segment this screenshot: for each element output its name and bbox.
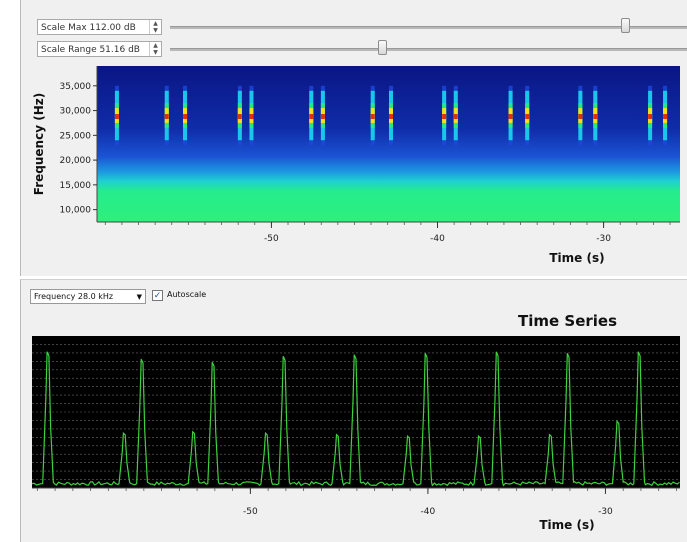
spectrogram-x-tick-label: -40 <box>430 234 445 244</box>
spectrogram-click <box>593 85 598 146</box>
scale-max-label: Scale Max 112.00 dB <box>41 23 136 33</box>
spectrogram-chart: -50 -40 -30 10,000 15,000 20,000 25,000 30,000 3… <box>32 66 680 265</box>
scale-range-spinbox[interactable]: Scale Range 51.16 dB ▲ ▼ <box>37 41 162 57</box>
spectrogram-click <box>388 85 393 146</box>
spectrogram-click <box>508 85 513 146</box>
scale-range-label: Scale Range 51.16 dB <box>41 45 140 55</box>
spectrogram-click <box>309 85 314 146</box>
spectrogram-click <box>370 85 375 146</box>
spectrogram-click <box>164 85 169 146</box>
scale-max-spinbox[interactable]: Scale Max 112.00 dB ▲ ▼ <box>37 19 162 35</box>
spectrogram-click <box>114 85 119 146</box>
time-series-title: Time Series <box>518 312 618 330</box>
chevron-down-icon: ▼ <box>136 293 142 301</box>
time-series-x-tick-label: -40 <box>421 507 436 517</box>
spectrogram-click <box>525 85 530 146</box>
spectrogram-y-tick-label: 30,000 <box>60 107 92 117</box>
scale-max-slider-track[interactable] <box>170 26 687 29</box>
frequency-select[interactable]: Frequency 28.0 kHz ▼ <box>30 289 146 304</box>
time-series-x-tick-label: -50 <box>243 507 258 517</box>
spectrogram-click <box>249 85 254 146</box>
spectrogram-y-tick-label: 25,000 <box>60 131 92 141</box>
frequency-select-value: Frequency 28.0 kHz <box>34 292 114 301</box>
spectrogram-y-tick-label: 15,000 <box>60 181 92 191</box>
spectrogram-y-tick-label: 35,000 <box>60 82 92 92</box>
spectrogram-click <box>453 85 458 146</box>
spectrogram-x-tick-label: -50 <box>264 234 279 244</box>
spectrogram-y-tick-label: 10,000 <box>60 206 92 216</box>
spectrogram-x-axis-label: Time (s) <box>549 251 604 265</box>
time-series-line <box>31 351 680 487</box>
scale-max-slider-thumb[interactable] <box>620 18 630 33</box>
spectrogram-x-tick-label: -30 <box>596 234 611 244</box>
spectrogram-click <box>442 85 447 146</box>
scale-range-slider-track[interactable] <box>170 48 687 51</box>
spectrogram-click <box>648 85 653 146</box>
spectrogram-click <box>578 85 583 146</box>
time-series-x-tick-label: -30 <box>598 507 613 517</box>
spectrogram-y-tick-label: 20,000 <box>60 156 92 166</box>
spectrogram-click <box>183 85 188 146</box>
spectrogram-y-axis-label: Frequency (Hz) <box>32 93 46 195</box>
time-series-chart: -50 -40 -30 Time (s) <box>31 336 680 532</box>
spectrogram-click <box>237 85 242 146</box>
autoscale-checkbox[interactable]: ✓ <box>152 290 163 301</box>
spectrogram-click <box>320 85 325 146</box>
spin-arrows-icon[interactable]: ▲ ▼ <box>149 20 161 34</box>
spectrogram-plot-area <box>97 66 680 222</box>
spectrogram-click <box>663 85 668 146</box>
autoscale-label: Autoscale <box>167 290 207 299</box>
time-series-x-axis-label: Time (s) <box>539 518 594 532</box>
scale-range-slider-thumb[interactable] <box>377 40 387 55</box>
spin-arrows-icon[interactable]: ▲ ▼ <box>149 42 161 56</box>
